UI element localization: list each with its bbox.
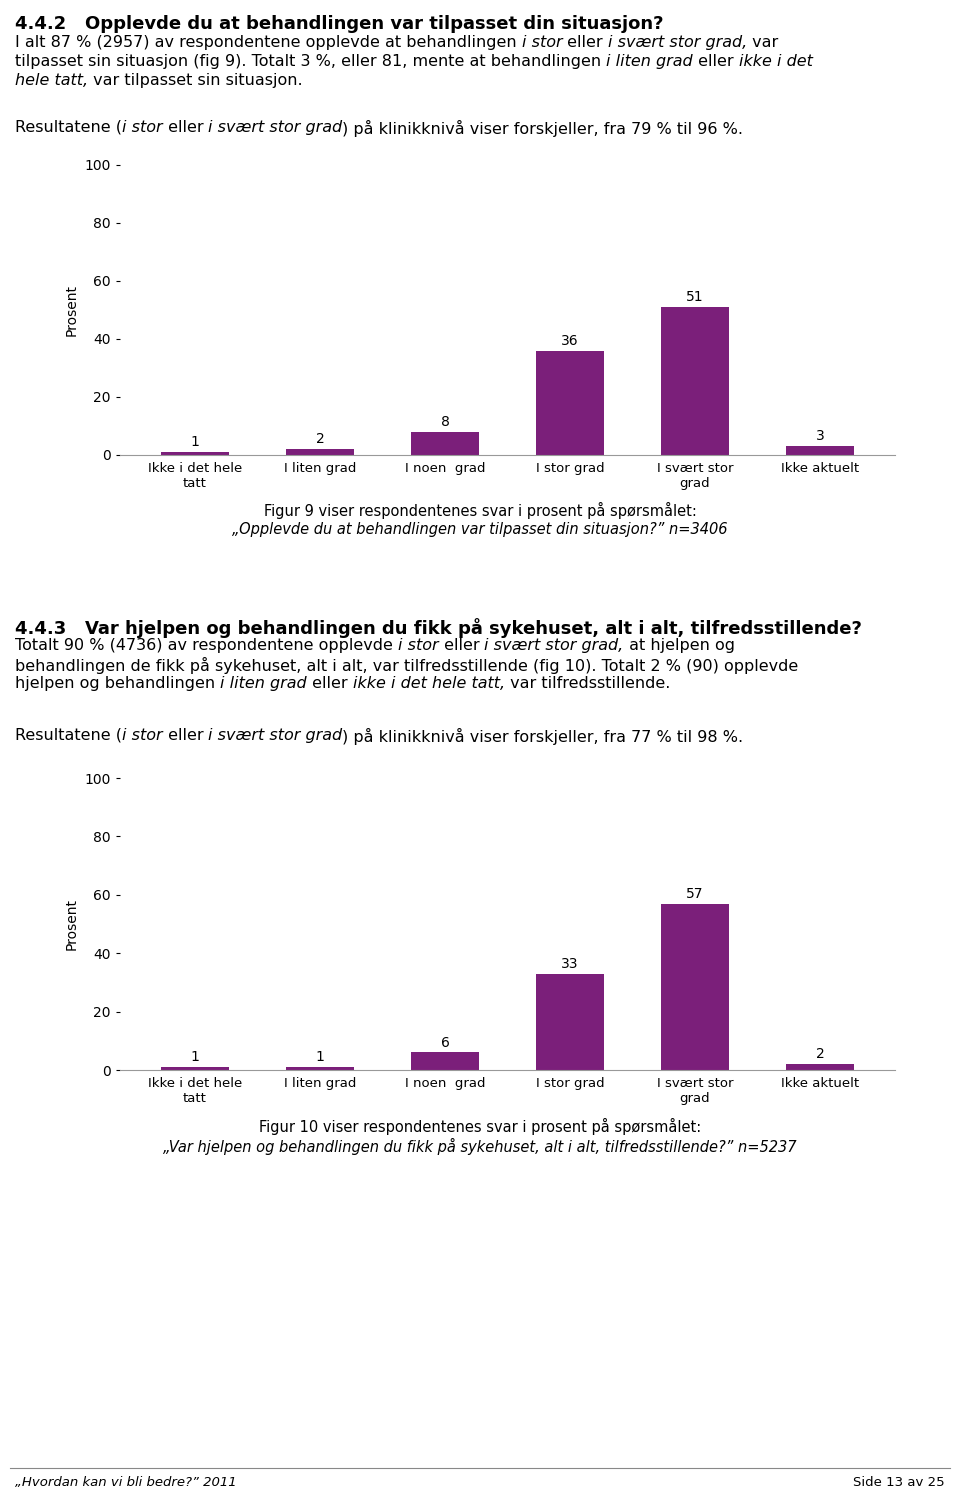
Text: Resultatene (: Resultatene ( — [15, 120, 122, 135]
Text: ) på klinikknivå viser forskjeller, fra 79 % til 96 %.: ) på klinikknivå viser forskjeller, fra … — [343, 120, 743, 138]
Text: Side 13 av 25: Side 13 av 25 — [853, 1476, 945, 1490]
Text: Totalt 90 % (4736) av respondentene opplevde: Totalt 90 % (4736) av respondentene oppl… — [15, 638, 398, 653]
Text: var tilpasset sin situasjon.: var tilpasset sin situasjon. — [88, 73, 302, 88]
Bar — [411, 431, 479, 455]
Text: 57: 57 — [686, 886, 704, 901]
Text: hele tatt,: hele tatt, — [15, 73, 88, 88]
Text: I alt 87 % (2957) av respondentene opplevde at behandlingen: I alt 87 % (2957) av respondentene opple… — [15, 34, 521, 49]
Bar — [160, 452, 229, 455]
Text: ikke i det hele tatt,: ikke i det hele tatt, — [352, 677, 505, 692]
Y-axis label: Prosent: Prosent — [65, 898, 79, 951]
Bar — [286, 1067, 354, 1070]
Text: i svært stor grad: i svært stor grad — [208, 120, 343, 135]
Text: i stor: i stor — [122, 728, 162, 743]
Bar — [536, 973, 605, 1070]
Text: var tilfredsstillende.: var tilfredsstillende. — [505, 677, 670, 692]
Bar — [660, 904, 730, 1070]
Bar — [660, 307, 730, 455]
Text: tilpasset sin situasjon (fig 9). Totalt 3 %, eller 81, mente at behandlingen: tilpasset sin situasjon (fig 9). Totalt … — [15, 54, 607, 69]
Text: eller: eller — [307, 677, 352, 692]
Text: i stor: i stor — [521, 34, 563, 49]
Text: hjelpen og behandlingen: hjelpen og behandlingen — [15, 677, 220, 692]
Text: Figur 9 viser respondentenes svar i prosent på spørsmålet:: Figur 9 viser respondentenes svar i pros… — [264, 501, 696, 519]
Text: 2: 2 — [316, 433, 324, 446]
Text: „Opplevde du at behandlingen var tilpasset din situasjon?” n=3406: „Opplevde du at behandlingen var tilpass… — [232, 522, 728, 537]
Text: i stor: i stor — [398, 638, 439, 653]
Text: eller: eller — [439, 638, 485, 653]
Text: 36: 36 — [562, 334, 579, 347]
Y-axis label: Prosent: Prosent — [65, 284, 79, 335]
Text: eller: eller — [162, 120, 208, 135]
Text: i svært stor grad,: i svært stor grad, — [608, 34, 748, 49]
Text: ikke i det: ikke i det — [738, 54, 812, 69]
Text: i svært stor grad: i svært stor grad — [208, 728, 343, 743]
Text: eller: eller — [693, 54, 738, 69]
Bar — [411, 1052, 479, 1070]
Bar — [286, 449, 354, 455]
Text: i liten grad: i liten grad — [607, 54, 693, 69]
Text: 33: 33 — [562, 957, 579, 970]
Text: i svært stor grad,: i svært stor grad, — [485, 638, 624, 653]
Text: eller: eller — [162, 728, 208, 743]
Text: Figur 10 viser respondentenes svar i prosent på spørsmålet:: Figur 10 viser respondentenes svar i pro… — [259, 1118, 701, 1135]
Text: var: var — [748, 34, 779, 49]
Text: 1: 1 — [191, 1051, 200, 1064]
Text: 4.4.2   Opplevde du at behandlingen var tilpasset din situasjon?: 4.4.2 Opplevde du at behandlingen var ti… — [15, 15, 663, 33]
Bar — [785, 446, 854, 455]
Text: behandlingen de fikk på sykehuset, alt i alt, var tilfredsstillende (fig 10). To: behandlingen de fikk på sykehuset, alt i… — [15, 657, 799, 674]
Text: Resultatene (: Resultatene ( — [15, 728, 122, 743]
Text: 3: 3 — [816, 430, 825, 443]
Bar — [785, 1064, 854, 1070]
Text: at hjelpen og: at hjelpen og — [624, 638, 734, 653]
Text: 51: 51 — [686, 290, 704, 304]
Text: „Var hjelpen og behandlingen du fikk på sykehuset, alt i alt, tilfredsstillende?: „Var hjelpen og behandlingen du fikk på … — [163, 1138, 797, 1156]
Text: eller: eller — [563, 34, 608, 49]
Text: 8: 8 — [441, 415, 449, 430]
Text: i liten grad: i liten grad — [220, 677, 307, 692]
Bar — [536, 350, 605, 455]
Text: 1: 1 — [316, 1051, 324, 1064]
Text: 1: 1 — [191, 436, 200, 449]
Text: 2: 2 — [816, 1048, 825, 1061]
Text: „Hvordan kan vi bli bedre?” 2011: „Hvordan kan vi bli bedre?” 2011 — [15, 1476, 236, 1490]
Text: i stor: i stor — [122, 120, 162, 135]
Text: 6: 6 — [441, 1036, 449, 1049]
Text: ) på klinikknivå viser forskjeller, fra 77 % til 98 %.: ) på klinikknivå viser forskjeller, fra … — [343, 728, 744, 746]
Text: 4.4.3   Var hjelpen og behandlingen du fikk på sykehuset, alt i alt, tilfredssti: 4.4.3 Var hjelpen og behandlingen du fik… — [15, 618, 862, 638]
Bar — [160, 1067, 229, 1070]
